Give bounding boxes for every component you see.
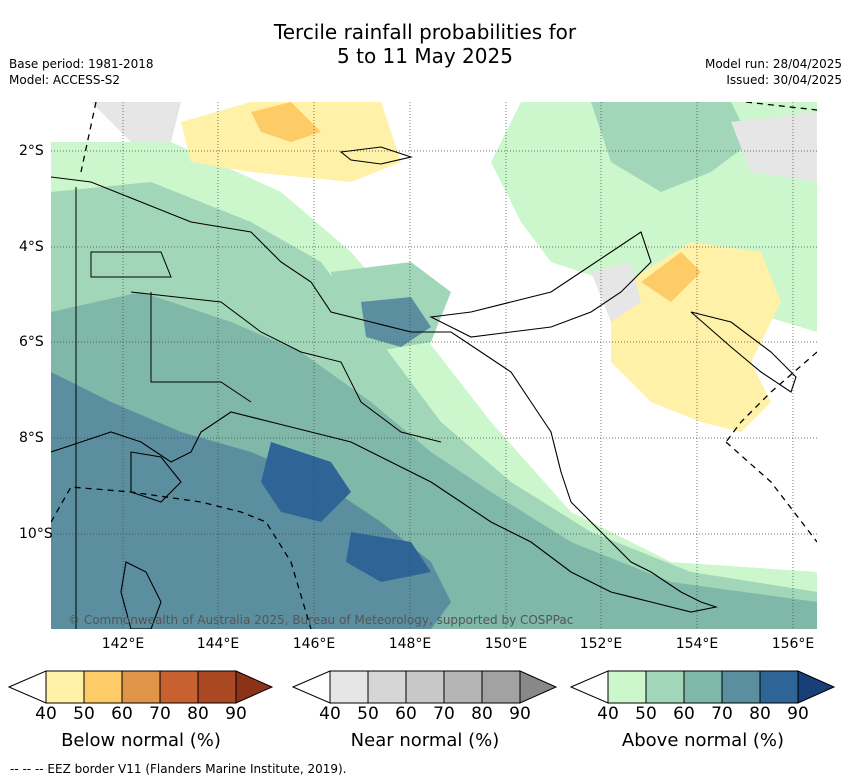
cbar-near-tick: 50 bbox=[357, 704, 379, 724]
cbar-below-tick: 80 bbox=[187, 704, 209, 724]
below-normal-50-east bbox=[641, 252, 701, 302]
cbar-above-tick: 60 bbox=[673, 704, 695, 724]
coastline bbox=[51, 146, 797, 629]
y-tick-2s: 2°S bbox=[19, 143, 44, 159]
cbar-below-tick: 50 bbox=[73, 704, 95, 724]
x-tick-146: 146°E bbox=[292, 636, 336, 652]
cbar-near-tick: 90 bbox=[509, 704, 531, 724]
model-run: Model run: 28/04/2025 bbox=[704, 57, 842, 71]
cbar-above-tick: 70 bbox=[711, 704, 733, 724]
y-tick-4s: 4°S bbox=[19, 239, 44, 255]
borders bbox=[75, 187, 442, 629]
cbar-above-tick: 80 bbox=[749, 704, 771, 724]
map-title-line1: Tercile rainfall probabilities for bbox=[273, 20, 577, 44]
eez-border bbox=[51, 102, 817, 629]
eez-footer-note: -- -- -- EEZ border V11 (Flanders Marine… bbox=[10, 762, 347, 776]
map-title-line2: 5 to 11 May 2025 bbox=[337, 44, 513, 68]
above-normal-90-region bbox=[261, 442, 351, 522]
near-normal-40-east bbox=[591, 262, 641, 322]
colorbar-above-label: Above normal (%) bbox=[621, 730, 785, 751]
cbar-above-tick: 50 bbox=[635, 704, 657, 724]
cbar-below-tick: 90 bbox=[225, 704, 247, 724]
issued-date: Issued: 30/04/2025 bbox=[726, 73, 842, 87]
near-normal-40-north bbox=[91, 102, 181, 142]
above-normal-90-region-2 bbox=[346, 532, 431, 582]
colorbar-below-normal bbox=[8, 670, 274, 704]
colorbar-near-normal bbox=[292, 670, 558, 704]
y-tick-8s: 8°S bbox=[19, 430, 44, 446]
cbar-near-tick: 80 bbox=[471, 704, 493, 724]
x-tick-142: 142°E bbox=[101, 636, 145, 652]
x-tick-150: 150°E bbox=[484, 636, 528, 652]
cbar-below-tick: 70 bbox=[149, 704, 171, 724]
x-tick-152: 152°E bbox=[579, 636, 623, 652]
y-tick-10s: 10°S bbox=[19, 526, 53, 542]
x-tick-156: 156°E bbox=[771, 636, 815, 652]
colorbar-below-label: Below normal (%) bbox=[61, 730, 221, 751]
above-normal-north-60 bbox=[591, 102, 751, 192]
x-tick-144: 144°E bbox=[196, 636, 240, 652]
model-name: Model: ACCESS-S2 bbox=[9, 73, 121, 87]
above-normal-center-70 bbox=[361, 297, 431, 347]
cbar-above-tick: 40 bbox=[597, 704, 619, 724]
base-period: Base period: 1981-2018 bbox=[9, 57, 154, 71]
cbar-above-tick: 90 bbox=[787, 704, 809, 724]
x-tick-154: 154°E bbox=[675, 636, 719, 652]
cbar-below-tick: 40 bbox=[35, 704, 57, 724]
cbar-near-tick: 70 bbox=[433, 704, 455, 724]
copyright-notice: © Commonwealth of Australia 2025, Bureau… bbox=[68, 613, 574, 627]
cbar-near-tick: 60 bbox=[395, 704, 417, 724]
cbar-below-tick: 60 bbox=[111, 704, 133, 724]
below-normal-50-north bbox=[251, 102, 321, 142]
colorbar-above-normal bbox=[570, 670, 836, 704]
y-tick-6s: 6°S bbox=[19, 334, 44, 350]
colorbar-near-label: Near normal (%) bbox=[350, 730, 500, 751]
cbar-near-tick: 40 bbox=[319, 704, 341, 724]
rainfall-map bbox=[51, 102, 817, 629]
x-tick-148: 148°E bbox=[388, 636, 432, 652]
near-normal-40-ne bbox=[731, 112, 817, 182]
